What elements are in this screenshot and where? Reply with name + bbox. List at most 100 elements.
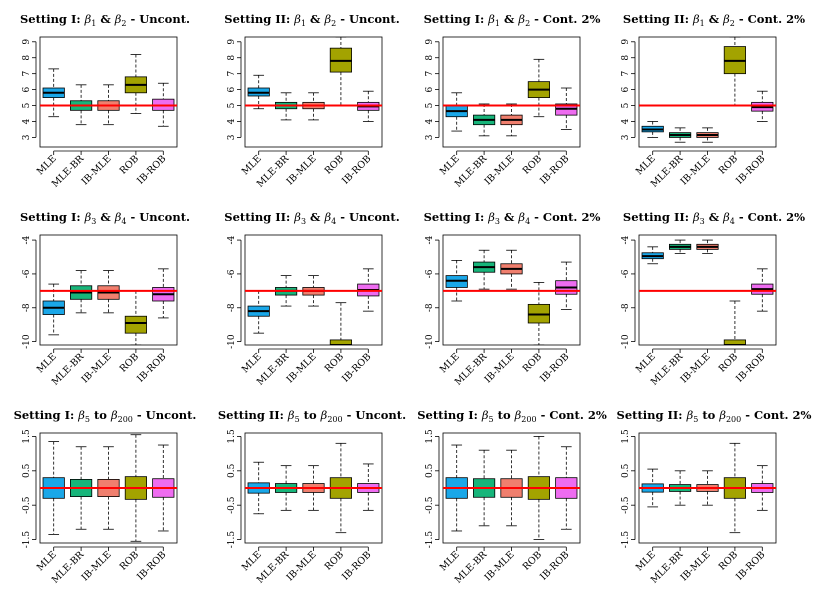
panel-8: Setting II: β3 & β4 - Cont. 2%-4-6-8-10M… (621, 210, 805, 388)
x-category-label: IB-ROB (734, 549, 767, 582)
x-category-label: MLE (35, 153, 59, 177)
y-tick-label: -6 (227, 269, 237, 278)
panel-title: Setting I: β1 & β2 - Cont. 2% (424, 12, 601, 28)
x-category-label: ROB (521, 153, 544, 176)
y-tick-label: 3 (621, 134, 631, 140)
panel-2: Setting II: β1 & β2 - Uncont.3456789MLEM… (224, 12, 399, 190)
title-part: & (96, 210, 114, 224)
title-part: & (306, 12, 324, 26)
title-part: & (96, 12, 114, 26)
y-tick-label: 4 (227, 118, 237, 124)
box-rob (124, 315, 147, 334)
y-tick-label: -1.5 (621, 531, 631, 549)
title-part: β (77, 408, 85, 422)
x-category-label: ROB (717, 351, 740, 374)
y-tick-label: 7 (425, 71, 435, 77)
title-part: & (500, 210, 518, 224)
y-tick-label: -0.5 (621, 496, 631, 514)
y-tick-label: 9 (621, 39, 631, 45)
title-part: β (110, 408, 118, 422)
panel-title: Setting I: β3 & β4 - Uncont. (20, 210, 190, 226)
y-tick-label: 5 (621, 102, 631, 108)
x-category-label: ROB (118, 351, 141, 374)
title-part: 200 (726, 415, 741, 424)
panel-title: Setting II: β1 & β2 - Cont. 2% (623, 12, 805, 28)
y-tick-label: 1.5 (621, 429, 631, 444)
title-part: 3 (700, 217, 705, 226)
y-tick-label: 0.5 (425, 463, 435, 478)
title-part: Setting II: (623, 210, 693, 224)
title-part: & (705, 12, 723, 26)
title-part: 200 (327, 415, 342, 424)
title-part: 3 (301, 217, 306, 226)
title-part: β (323, 12, 331, 26)
y-tick-label: -10 (425, 334, 435, 349)
x-category-label: MLE (634, 549, 658, 573)
x-category-label: IB-MLE (483, 549, 517, 583)
y-tick-label: -8 (22, 303, 32, 312)
y-tick-label: -8 (621, 303, 631, 312)
plot-data (443, 58, 580, 137)
title-part: - Uncont. (336, 210, 400, 224)
title-part: β (517, 210, 525, 224)
title-part: - Uncont. (127, 210, 191, 224)
x-category-label: IB-ROB (734, 351, 767, 384)
y-tick-label: -6 (425, 269, 435, 278)
x-category-label: IB-MLE (679, 153, 713, 187)
title-part: 4 (331, 217, 336, 226)
y-tick-label: 5 (22, 102, 32, 108)
x-category-label: IB-MLE (679, 351, 713, 385)
x-category-label: IB-MLE (483, 153, 517, 187)
y-tick-label: 6 (621, 86, 631, 92)
y-tick-label: 0.5 (227, 463, 237, 478)
y-tick-label: 6 (425, 86, 435, 92)
plot-data (245, 37, 382, 122)
panel-1: Setting I: β1 & β2 - Uncont.3456789MLEML… (20, 12, 190, 190)
title-part: β (114, 210, 122, 224)
title-part: Setting II: (617, 408, 687, 422)
y-tick-label: -10 (227, 334, 237, 349)
x-category-label: ROB (323, 351, 346, 374)
title-part: to (300, 408, 321, 422)
y-tick-label: 0.5 (22, 463, 32, 478)
plot-data (40, 54, 177, 127)
y-tick-label: -0.5 (22, 496, 32, 514)
x-category-label: ROB (717, 549, 740, 572)
plot-data (639, 239, 776, 345)
x-category-label: MLE (438, 351, 462, 375)
title-part: 2 (525, 19, 530, 28)
title-part: & (705, 210, 723, 224)
plot-data (443, 249, 580, 345)
title-part: 5 (295, 415, 300, 424)
title-part: β (323, 210, 331, 224)
panel-11: Setting I: β5 to β200 - Cont. 2%1.50.5-0… (417, 408, 607, 586)
title-part: - Cont. 2% (741, 408, 811, 422)
y-tick-label: 1.5 (227, 429, 237, 444)
x-category-label: MLE (438, 549, 462, 573)
title-part: - Cont. 2% (530, 12, 600, 26)
x-category-label: IB-ROB (340, 351, 373, 384)
x-category-label: ROB (521, 549, 544, 572)
title-part: β (481, 408, 489, 422)
x-category-label: IB-MLE (285, 153, 319, 187)
title-part: β (722, 12, 730, 26)
title-part: β (514, 408, 522, 422)
x-category-label: MLE (240, 153, 264, 177)
title-part: β (84, 12, 92, 26)
y-tick-label: 1.5 (425, 429, 435, 444)
y-tick-label: 9 (227, 39, 237, 45)
panel-title: Setting II: β1 & β2 - Uncont. (224, 12, 399, 28)
plot-data (245, 442, 382, 534)
x-category-label: IB-MLE (80, 351, 114, 385)
y-tick-label: 7 (621, 71, 631, 77)
x-category-label: ROB (323, 549, 346, 572)
y-tick-label: 4 (425, 118, 435, 124)
title-part: 200 (521, 415, 536, 424)
panel-3: Setting I: β1 & β2 - Cont. 2%3456789MLEM… (424, 12, 601, 190)
y-tick-label: 4 (621, 118, 631, 124)
plot-data (639, 37, 776, 143)
title-part: 3 (91, 217, 96, 226)
x-category-label: MLE (35, 549, 59, 573)
y-tick-label: 4 (22, 118, 32, 124)
